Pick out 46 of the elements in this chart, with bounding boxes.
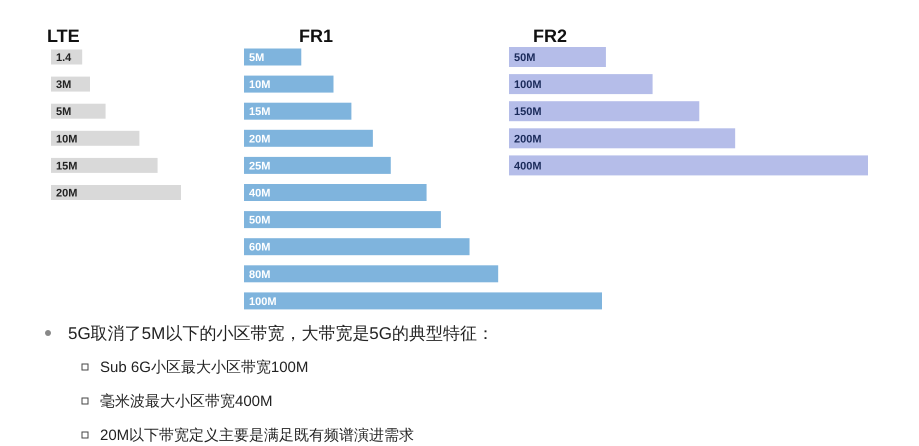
y-tick-label: 50M	[514, 52, 536, 64]
bar	[244, 184, 427, 201]
bar	[244, 76, 334, 93]
y-tick-label: 5M	[249, 52, 264, 64]
text: 5G取消了5M以下的小区带宽，大带宽是5G的典型特征：	[68, 324, 494, 343]
y-tick-label: 50M	[249, 214, 270, 227]
bar	[51, 185, 181, 200]
y-tick-label: 200M	[514, 133, 542, 146]
y-tick-label: 20M	[249, 133, 270, 146]
bar	[51, 130, 140, 146]
y-tick-label: 3M	[56, 79, 72, 92]
y-tick-label: 80M	[249, 268, 270, 281]
y-tick-label: 15M	[249, 106, 270, 118]
y-tick-label: 25M	[249, 160, 270, 172]
bar	[51, 158, 158, 173]
text: 毫米波最大小区带宽400M	[100, 393, 273, 410]
bar	[244, 265, 498, 282]
text: Sub 6G小区最大小区带宽100M	[100, 359, 308, 376]
bar	[509, 101, 700, 122]
bar	[244, 238, 470, 256]
y-tick-label: 100M	[249, 296, 277, 308]
chart-title: FR2	[532, 26, 568, 46]
bar	[509, 155, 868, 176]
bar	[244, 48, 302, 66]
y-tick-label: 150M	[514, 106, 542, 118]
y-tick-label: 1.4	[56, 52, 72, 64]
bar	[509, 47, 606, 67]
bar	[244, 211, 441, 228]
text: 20M以下带宽定义主要是满足既有频谱演进需求	[100, 427, 414, 444]
bar	[244, 102, 352, 120]
chart-title: FR1	[298, 26, 334, 46]
bar	[244, 292, 602, 310]
y-tick-label: 400M	[514, 160, 542, 172]
bar	[244, 130, 373, 147]
y-tick-label: 10M	[249, 79, 270, 92]
chart-title: LTE	[47, 26, 80, 46]
y-tick-label: 100M	[514, 79, 542, 92]
bar	[509, 74, 653, 94]
y-tick-label: 15M	[56, 160, 78, 172]
y-tick-label: 20M	[56, 188, 78, 200]
bar	[244, 156, 391, 174]
y-tick-label: 40M	[249, 188, 270, 200]
bar	[509, 128, 736, 148]
y-tick-label: 5M	[56, 106, 72, 118]
y-tick-label: 60M	[249, 242, 270, 254]
y-tick-label: 10M	[56, 133, 78, 146]
